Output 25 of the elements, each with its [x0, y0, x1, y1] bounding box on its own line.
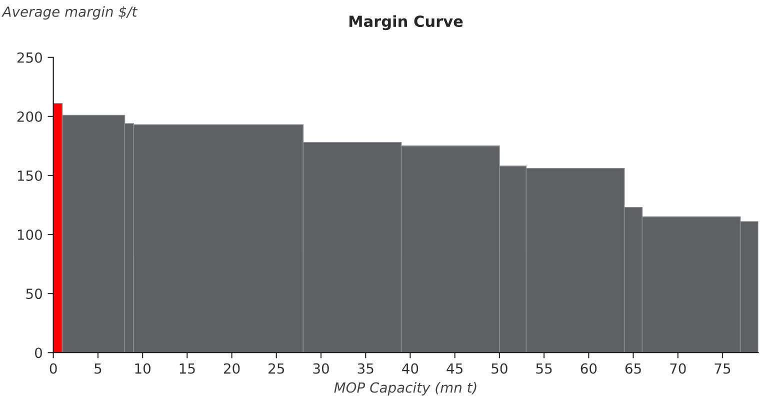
- y-tick-label: 50: [26, 288, 42, 300]
- x-tick-label: 20: [224, 363, 240, 374]
- x-tick-label: 5: [94, 363, 102, 374]
- x-tick-label: 60: [580, 363, 597, 374]
- x-tick-label: 30: [313, 363, 329, 374]
- x-tick-label: 55: [536, 363, 552, 374]
- y-tick-label: 150: [18, 170, 42, 181]
- chart-title: Margin Curve: [349, 15, 463, 30]
- x-tick-label: 35: [358, 363, 374, 374]
- y-tick-label: 100: [18, 229, 42, 240]
- x-tick-label: 65: [625, 363, 641, 374]
- y-tick-label: 250: [17, 52, 42, 63]
- x-tick-label: 50: [492, 363, 508, 374]
- x-tick-label: 0: [50, 363, 57, 374]
- x-tick-label: 10: [135, 363, 150, 374]
- y-axis-title: Average margin $/t: [2, 6, 138, 20]
- x-tick-label: 40: [402, 363, 418, 374]
- x-tick-label: 15: [180, 363, 195, 374]
- x-tick-label: 75: [714, 363, 730, 374]
- y-tick-label: 200: [17, 111, 42, 122]
- x-tick-label: 25: [268, 363, 284, 374]
- x-tick-label: 45: [446, 363, 462, 374]
- y-tick-label: 0: [35, 348, 42, 358]
- x-axis-title: MOP Capacity (mn t): [334, 382, 476, 396]
- x-tick-label: 70: [670, 363, 686, 374]
